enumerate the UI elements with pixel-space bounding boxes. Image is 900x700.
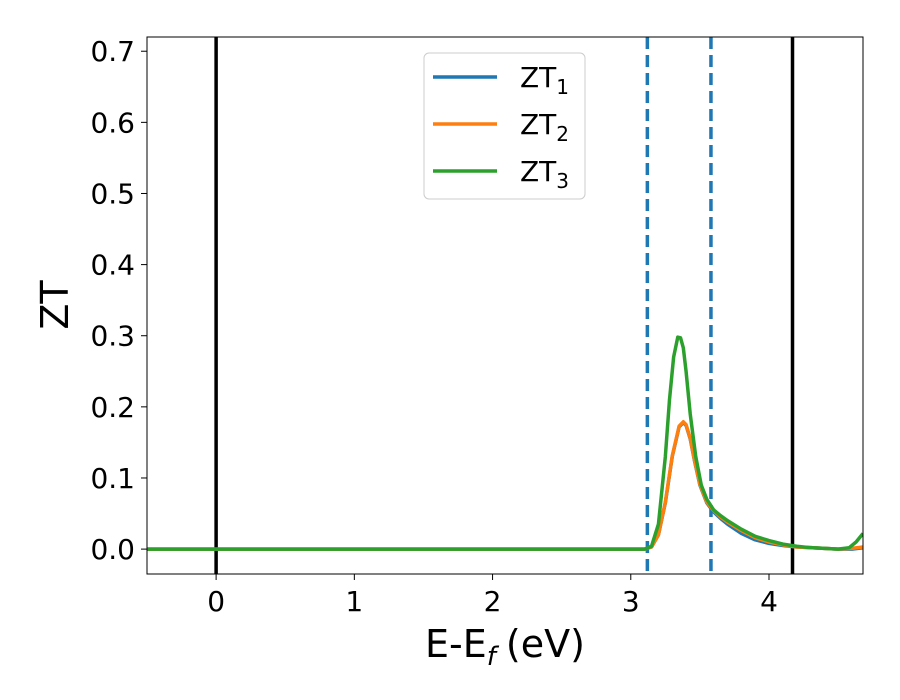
x-tick-label: 3 [622,585,640,618]
x-tick-label: 1 [345,585,363,618]
x-axis-title-unit: (eV) [506,622,585,666]
x-tick-label: 0 [207,585,225,618]
y-tick-label: 0.2 [90,391,135,424]
series-line-2 [147,420,863,551]
y-tick-label: 0.5 [90,177,135,210]
x-axis-title: E-Ef (eV) [425,622,585,672]
y-tick-label: 0.6 [90,106,135,139]
legend-label-2: ZT2 [520,108,569,146]
legend: ZT1 ZT2 ZT3 [423,52,586,200]
legend-label-3: ZT3 [520,155,569,193]
y-axis-title: ZT [33,280,77,330]
x-tick-label: 2 [484,585,502,618]
y-tick-label: 0.0 [90,533,135,566]
x-axis-title-sub: f [487,642,500,672]
plot-frame [146,36,864,575]
y-tick-label: 0.3 [90,320,135,353]
legend-box [423,52,586,200]
series-line-1 [147,420,863,551]
legend-label-1: ZT1 [520,61,569,99]
series-line-3 [147,335,863,551]
y-tick-label: 0.4 [90,249,135,282]
x-tick-label: 4 [760,585,778,618]
y-tick-label: 0.1 [90,462,135,495]
y-tick-label: 0.7 [90,35,135,68]
